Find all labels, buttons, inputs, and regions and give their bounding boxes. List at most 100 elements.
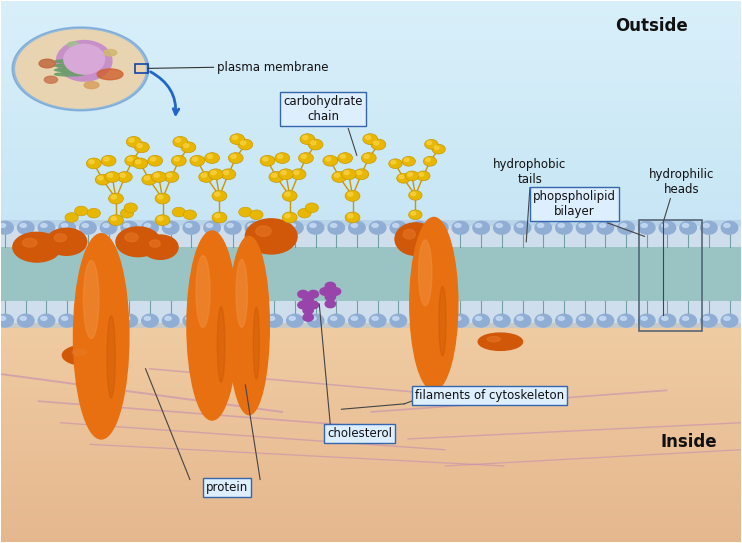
Ellipse shape [286,222,303,234]
Ellipse shape [413,317,419,320]
Circle shape [136,160,141,164]
Circle shape [424,140,438,149]
Circle shape [108,215,123,225]
Circle shape [238,139,253,150]
Ellipse shape [478,333,522,350]
Circle shape [75,206,88,216]
Circle shape [260,155,275,166]
Circle shape [325,300,335,308]
Circle shape [308,291,318,298]
Circle shape [87,209,100,218]
Ellipse shape [183,222,200,234]
Ellipse shape [310,317,316,320]
Ellipse shape [724,317,730,320]
Ellipse shape [517,224,523,228]
Ellipse shape [703,317,709,320]
Ellipse shape [54,233,67,242]
Circle shape [275,153,289,163]
Ellipse shape [72,349,86,355]
Ellipse shape [331,317,337,320]
Circle shape [411,212,416,215]
Ellipse shape [289,317,295,320]
Circle shape [399,175,404,179]
Ellipse shape [411,314,427,327]
Circle shape [405,171,418,181]
Circle shape [65,213,78,222]
Circle shape [86,158,101,169]
Ellipse shape [62,317,68,320]
Circle shape [303,296,313,304]
Ellipse shape [473,314,490,327]
Ellipse shape [38,222,55,234]
Ellipse shape [124,317,130,320]
Ellipse shape [579,224,585,228]
Circle shape [212,212,227,223]
Ellipse shape [162,314,179,327]
Circle shape [417,171,430,181]
Ellipse shape [144,224,151,228]
Circle shape [419,173,424,176]
Circle shape [282,191,297,201]
Ellipse shape [125,233,138,242]
Text: phopspholipid
bilayer: phopspholipid bilayer [533,190,616,218]
Circle shape [209,169,223,180]
Circle shape [301,155,306,159]
Circle shape [348,214,353,218]
Ellipse shape [79,314,96,327]
Circle shape [363,134,378,144]
Ellipse shape [59,314,76,327]
Ellipse shape [535,222,551,234]
Ellipse shape [431,222,448,234]
Ellipse shape [517,317,523,320]
Ellipse shape [100,222,116,234]
Ellipse shape [269,317,275,320]
Ellipse shape [41,317,47,320]
Circle shape [205,153,220,163]
Text: hydrophilic
heads: hydrophilic heads [649,168,714,197]
Ellipse shape [229,236,269,415]
Circle shape [108,193,123,204]
Ellipse shape [310,224,316,228]
Ellipse shape [721,222,738,234]
Ellipse shape [418,240,432,306]
Circle shape [211,171,216,174]
Circle shape [229,153,243,163]
Circle shape [325,293,335,301]
Circle shape [285,192,290,196]
Ellipse shape [142,314,158,327]
Circle shape [361,153,376,163]
Circle shape [125,155,139,166]
Ellipse shape [372,317,378,320]
Ellipse shape [55,68,84,72]
Circle shape [108,173,113,177]
Ellipse shape [476,317,482,320]
Ellipse shape [372,224,378,228]
Circle shape [154,173,160,177]
Ellipse shape [434,317,440,320]
Ellipse shape [724,224,730,228]
Ellipse shape [431,314,448,327]
Circle shape [305,203,318,213]
Ellipse shape [266,314,283,327]
Ellipse shape [82,317,88,320]
Circle shape [192,157,197,161]
Ellipse shape [248,224,254,228]
Circle shape [104,157,109,161]
Ellipse shape [162,222,179,234]
Ellipse shape [328,222,344,234]
Circle shape [308,301,318,309]
Ellipse shape [204,314,220,327]
Ellipse shape [150,240,160,247]
Circle shape [303,136,308,140]
Text: filaments of cytoskeleton: filaments of cytoskeleton [415,389,564,402]
Circle shape [145,176,150,180]
Ellipse shape [476,224,482,228]
Ellipse shape [439,287,446,356]
Ellipse shape [579,317,585,320]
Circle shape [171,155,186,166]
Ellipse shape [217,307,225,382]
Circle shape [272,173,277,177]
Ellipse shape [620,224,626,228]
Ellipse shape [103,224,109,228]
Bar [135,64,148,73]
